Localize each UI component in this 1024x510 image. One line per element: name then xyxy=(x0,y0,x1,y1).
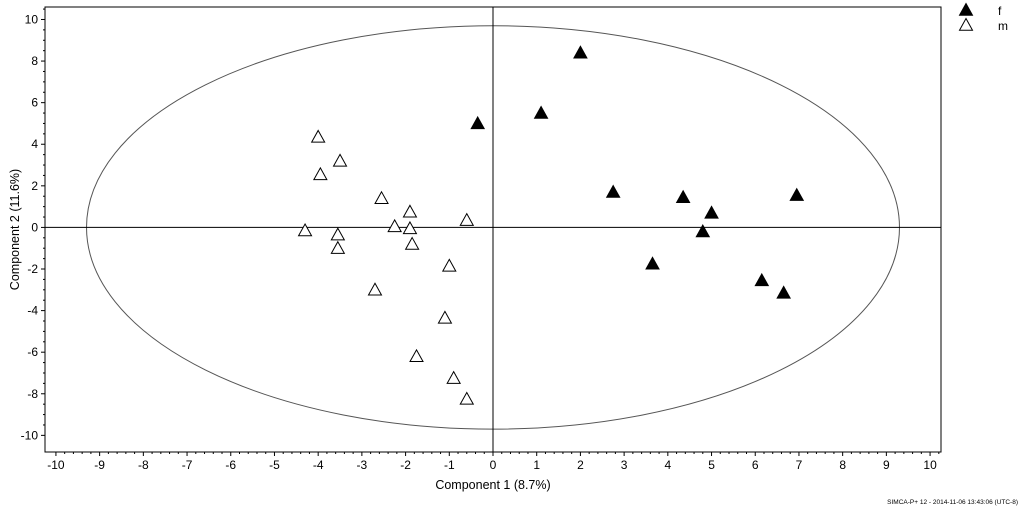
data-point-m xyxy=(387,218,403,233)
data-point-f xyxy=(704,205,719,219)
x-tick-label: 5 xyxy=(708,458,715,472)
x-tick-label: 10 xyxy=(923,458,937,472)
data-point-m xyxy=(437,310,453,324)
data-point-m xyxy=(330,240,346,254)
data-point-f xyxy=(533,105,549,119)
data-point-m xyxy=(310,129,326,143)
x-tick-label: -9 xyxy=(94,458,105,472)
y-tick-label: -4 xyxy=(27,304,38,318)
data-point-f xyxy=(789,187,805,201)
footer-note: SIMCA-P+ 12 - 2014-11-06 13:43:06 (UTC-8… xyxy=(887,499,1018,506)
legend-marker-m xyxy=(958,17,974,31)
x-tick-label: -1 xyxy=(444,458,455,472)
x-tick-label: -5 xyxy=(269,458,280,472)
x-tick-label: 1 xyxy=(533,458,540,472)
data-point-m xyxy=(446,370,462,384)
x-tick-label: -2 xyxy=(400,458,411,472)
legend: fm xyxy=(958,2,1008,33)
y-tick-label: -2 xyxy=(27,262,38,276)
data-point-m xyxy=(459,212,475,226)
data-point-f xyxy=(645,256,660,270)
data-point-f xyxy=(605,184,621,198)
data-point-f xyxy=(754,272,770,287)
y-axis-label: Component 2 (11.6%) xyxy=(8,169,22,290)
x-tick-label: 2 xyxy=(577,458,584,472)
data-point-m xyxy=(459,391,475,405)
y-tick-label: -6 xyxy=(27,345,38,359)
legend-label-f: f xyxy=(998,4,1002,18)
x-tick-label: 8 xyxy=(839,458,846,472)
y-tick-label: -8 xyxy=(27,387,38,401)
data-point-m xyxy=(404,236,420,250)
y-tick-label: 8 xyxy=(31,54,38,68)
y-tick-label: 4 xyxy=(31,137,38,151)
y-tick-label: 6 xyxy=(31,96,38,110)
legend-label-m: m xyxy=(998,19,1008,33)
data-point-m xyxy=(402,204,418,218)
x-axis-label: Component 1 (8.7%) xyxy=(435,478,550,492)
axes-layer xyxy=(44,6,942,453)
x-tick-label: 7 xyxy=(796,458,803,472)
y-tick-label: -10 xyxy=(21,428,39,442)
y-tick-label: 0 xyxy=(31,220,38,234)
data-point-m xyxy=(367,282,383,296)
x-tick-label: 4 xyxy=(664,458,671,472)
data-point-m xyxy=(402,220,418,235)
x-tick-label: 9 xyxy=(883,458,890,472)
data-point-m xyxy=(332,153,348,167)
x-tick-label: -6 xyxy=(225,458,236,472)
data-point-m xyxy=(330,227,346,241)
data-point-m xyxy=(441,258,457,272)
data-point-f xyxy=(776,285,792,299)
x-tick-label: 6 xyxy=(752,458,759,472)
x-tick-label: -7 xyxy=(182,458,193,472)
data-point-m xyxy=(297,223,313,237)
y-tick-label: 2 xyxy=(31,179,38,193)
data-point-f xyxy=(470,115,486,130)
data-point-f xyxy=(675,189,691,203)
x-tick-label: 0 xyxy=(490,458,497,472)
data-point-m xyxy=(374,190,389,205)
data-point-f xyxy=(695,224,711,238)
x-tick-label: -4 xyxy=(313,458,324,472)
x-tick-label: -8 xyxy=(138,458,149,472)
points-layer xyxy=(297,45,805,405)
data-point-m xyxy=(409,348,424,363)
y-tick-label: 10 xyxy=(25,12,39,26)
data-point-f xyxy=(573,45,588,59)
data-point-m xyxy=(313,166,328,181)
legend-marker-f xyxy=(958,2,974,16)
x-tick-label: -3 xyxy=(357,458,368,472)
x-tick-label: 3 xyxy=(621,458,628,472)
ticks-layer: -10 -9 -8 -7 -6 -5 -4 -3 -2 -1 0 1 2 3 4 5 6 7 8 9 10-10-8-6… xyxy=(21,8,940,472)
x-tick-label: -10 xyxy=(47,458,65,472)
